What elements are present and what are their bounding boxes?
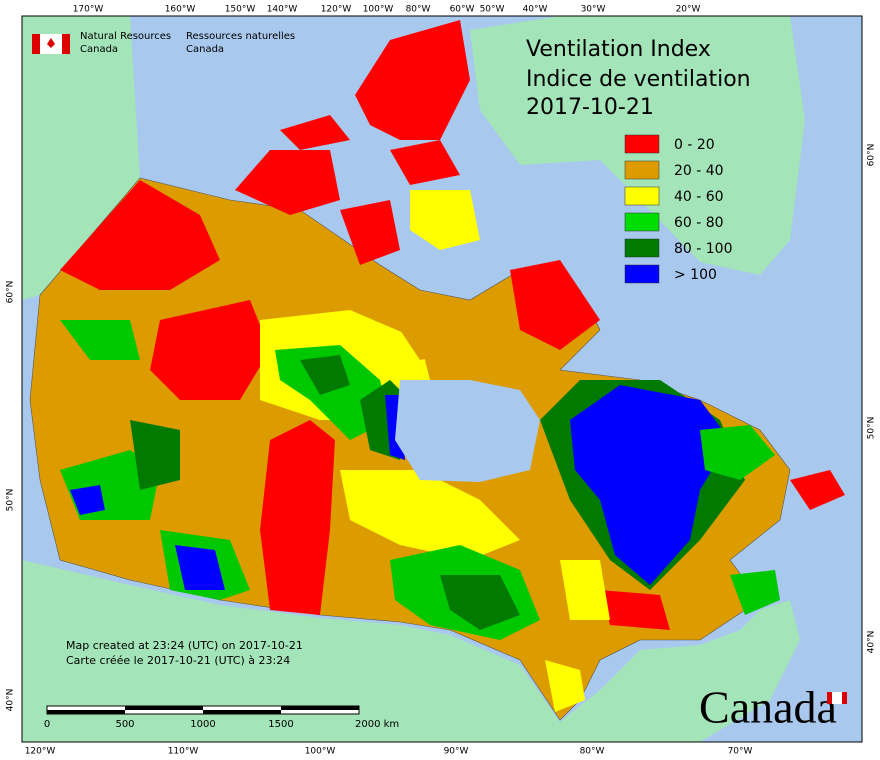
legend-label: 80 - 100 <box>674 241 733 257</box>
legend-label: 0 - 20 <box>674 137 715 153</box>
note: Map created at 23:24 (UTC) on 2017-10-21 <box>66 639 303 652</box>
latitude-label: 50°N <box>867 417 877 440</box>
longitude-label: 60°W <box>450 5 475 15</box>
legend-swatch <box>624 186 660 206</box>
graticule-labels: 170°W 160°W 150°W 140°W 120°W 100°W 80°W 60°W 50… <box>6 5 877 757</box>
legend-label: 60 - 80 <box>674 215 724 231</box>
agency-en: Natural Resources <box>80 31 171 42</box>
agency-fr: Canada <box>186 44 224 55</box>
legend: 0 - 20 20 - 40 40 - 60 60 - 80 80 - 100 > 100 <box>624 134 733 284</box>
header: Natural Resources Canada Ressources natu… <box>32 31 295 55</box>
latitude-label: 40°N <box>6 689 16 712</box>
title-line: Indice de ventilation <box>526 67 751 92</box>
legend-swatch <box>624 264 660 284</box>
latitude-label: 40°N <box>867 631 877 654</box>
longitude-label: 70°W <box>728 747 753 757</box>
longitude-label: 150°W <box>225 5 256 15</box>
scale-label: 1000 <box>190 719 215 730</box>
longitude-label: 110°W <box>168 747 199 757</box>
wordmark: Canada <box>699 682 837 733</box>
longitude-label: 30°W <box>581 5 606 15</box>
agency-fr: Ressources naturelles <box>186 31 295 42</box>
canada-index <box>29 177 845 721</box>
longitude-label: 80°W <box>406 5 431 15</box>
longitude-label: 80°W <box>580 747 605 757</box>
longitude-label: 160°W <box>165 5 196 15</box>
scale-bar: 0 500 1000 1500 2000 km <box>44 705 399 730</box>
latitude-label: 50°N <box>6 489 16 512</box>
agency-en: Canada <box>80 44 118 55</box>
scale-label: 500 <box>115 719 134 730</box>
longitude-label: 100°W <box>363 5 394 15</box>
longitude-label: 120°W <box>321 5 352 15</box>
legend-label: 40 - 60 <box>674 189 724 205</box>
scale-label: 2000 km <box>355 719 399 730</box>
notes: Map created at 23:24 (UTC) on 2017-10-21… <box>66 639 303 667</box>
latitude-label: 60°N <box>867 144 877 167</box>
title-line: 2017-10-21 <box>526 95 654 120</box>
legend-swatch <box>624 238 660 258</box>
longitude-label: 140°W <box>267 5 298 15</box>
title: Ventilation Index Indice de ventilation … <box>526 37 751 120</box>
scale-label: 1500 <box>268 719 293 730</box>
arctic-islands <box>235 20 470 265</box>
frame <box>21 15 863 743</box>
legend-label: 20 - 40 <box>674 163 724 179</box>
legend-label: > 100 <box>674 267 717 283</box>
longitude-label: 40°W <box>523 5 548 15</box>
longitude-label: 50°W <box>480 5 505 15</box>
longitude-label: 120°W <box>25 747 56 757</box>
latitude-label: 60°N <box>6 281 16 304</box>
title-line: Ventilation Index <box>526 37 711 62</box>
longitude-label: 20°W <box>676 5 701 15</box>
legend-swatch <box>624 134 660 154</box>
legend-swatch <box>624 160 660 180</box>
legend-swatch <box>624 212 660 232</box>
note: Carte créée le 2017-10-21 (UTC) à 23:24 <box>66 654 290 667</box>
scale-label: 0 <box>44 719 50 730</box>
longitude-label: 90°W <box>444 747 469 757</box>
longitude-label: 170°W <box>73 5 104 15</box>
longitude-label: 100°W <box>305 747 336 757</box>
